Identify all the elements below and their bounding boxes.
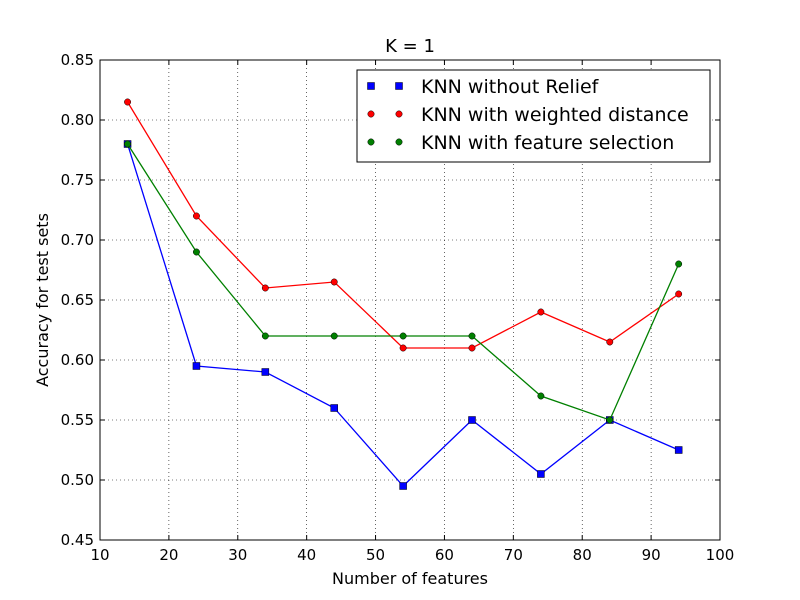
legend-label: KNN with feature selection (421, 132, 674, 154)
data-point (606, 338, 614, 346)
data-point (675, 290, 683, 298)
legend-marker (395, 110, 403, 118)
legend-entry-1: KNN without Relief (367, 76, 600, 98)
x-tick-label: 20 (159, 546, 178, 564)
data-point (261, 284, 269, 292)
legend-label: KNN without Relief (421, 76, 600, 98)
data-point (399, 332, 407, 340)
x-tick-label: 10 (90, 546, 109, 564)
legend-entry-3: KNN with feature selection (367, 132, 674, 154)
series-3 (124, 140, 683, 424)
x-tick-label: 50 (366, 546, 385, 564)
y-tick-label: 0.85 (61, 51, 94, 69)
axes-ticks: 10 20 30 40 50 60 70 80 90 100 0.45 0.50 0.55 0.60 0.6… (61, 51, 735, 564)
y-tick-label: 0.70 (61, 231, 94, 249)
x-tick-label: 100 (706, 546, 735, 564)
x-axis-label: Number of features (332, 569, 488, 588)
y-tick-label: 0.55 (61, 411, 94, 429)
data-point (675, 260, 683, 268)
data-point (192, 248, 200, 256)
x-tick-label: 70 (504, 546, 523, 564)
data-point (330, 404, 338, 412)
data-point (330, 332, 338, 340)
data-point (261, 332, 269, 340)
data-point (124, 98, 132, 106)
data-point (468, 416, 476, 424)
legend-marker (395, 138, 403, 146)
data-point (192, 362, 201, 370)
data-point (124, 140, 132, 148)
data-point (261, 368, 270, 376)
data-point (399, 344, 407, 352)
data-point (537, 392, 545, 400)
data-point (468, 344, 476, 352)
y-tick-label: 0.60 (61, 351, 94, 369)
x-tick-label: 40 (297, 546, 316, 564)
legend: KNN without Relief KNN with weighted dist… (356, 69, 711, 163)
data-point (537, 470, 545, 478)
y-tick-label: 0.80 (61, 111, 94, 129)
data-point (192, 212, 200, 220)
data-point (606, 416, 614, 424)
legend-marker (367, 82, 375, 90)
legend-entry-2: KNN with weighted distance (367, 104, 689, 126)
x-tick-label: 80 (573, 546, 592, 564)
y-tick-label: 0.75 (61, 171, 94, 189)
data-point (537, 308, 545, 316)
legend-marker (395, 82, 403, 90)
data-point (468, 332, 476, 340)
y-tick-label: 0.45 (61, 531, 94, 549)
x-tick-label: 90 (642, 546, 661, 564)
series-group (123, 98, 683, 490)
y-tick-label: 0.65 (61, 291, 94, 309)
x-tick-label: 30 (228, 546, 247, 564)
data-point (330, 278, 338, 286)
legend-marker (367, 138, 375, 146)
series-2 (124, 98, 683, 352)
chart-title: K = 1 (385, 36, 435, 57)
legend-label: KNN with weighted distance (421, 104, 689, 126)
y-axis-label: Accuracy for test sets (33, 213, 52, 387)
x-tick-label: 60 (435, 546, 454, 564)
data-point (399, 482, 407, 490)
y-tick-label: 0.50 (61, 471, 94, 489)
legend-marker (367, 110, 375, 118)
legend-box (356, 69, 711, 163)
data-point (674, 446, 683, 454)
